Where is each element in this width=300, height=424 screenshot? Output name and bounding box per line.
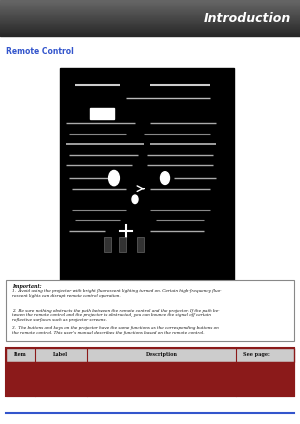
Bar bbox=[0, 1, 300, 2]
Bar bbox=[0, 12, 300, 13]
Circle shape bbox=[160, 172, 169, 184]
Bar bbox=[0, 13, 300, 14]
Bar bbox=[6, 348, 294, 396]
Bar bbox=[90, 108, 114, 119]
Bar bbox=[0, 0, 300, 1]
Text: Description: Description bbox=[146, 352, 178, 357]
Bar bbox=[0, 26, 300, 27]
Bar bbox=[60, 68, 234, 280]
Bar bbox=[0, 30, 300, 31]
Bar bbox=[0, 28, 300, 29]
Bar bbox=[0, 23, 300, 24]
Bar bbox=[0, 2, 300, 3]
Text: Important:: Important: bbox=[12, 284, 41, 289]
Bar bbox=[0, 20, 300, 21]
Bar bbox=[0, 5, 300, 6]
Text: 1.  Avoid using the projector with bright fluorescent lighting turned on. Certai: 1. Avoid using the projector with bright… bbox=[12, 289, 221, 298]
Bar bbox=[6, 379, 294, 396]
Bar bbox=[0, 16, 300, 17]
Bar bbox=[104, 237, 111, 252]
Bar bbox=[119, 237, 126, 252]
Circle shape bbox=[109, 170, 119, 186]
Bar bbox=[0, 21, 300, 22]
Text: Introduction: Introduction bbox=[204, 11, 291, 25]
FancyBboxPatch shape bbox=[6, 280, 294, 341]
Bar bbox=[0, 17, 300, 18]
Bar bbox=[0, 18, 300, 19]
Bar bbox=[0, 3, 300, 5]
Bar bbox=[0, 6, 300, 7]
Bar bbox=[0, 24, 300, 25]
Text: 3.  The buttons and keys on the projector have the same functions as the corresp: 3. The buttons and keys on the projector… bbox=[12, 326, 219, 335]
Bar bbox=[0, 9, 300, 10]
Bar bbox=[0, 33, 300, 34]
Bar bbox=[0, 11, 300, 12]
Bar bbox=[0, 31, 300, 33]
Bar bbox=[0, 15, 300, 16]
Text: 2.  Be sure nothing obstructs the path between the remote control and the projec: 2. Be sure nothing obstructs the path be… bbox=[12, 309, 220, 322]
Bar bbox=[0, 27, 300, 28]
Text: Item: Item bbox=[14, 352, 27, 357]
Bar bbox=[0, 29, 300, 30]
Bar bbox=[0, 22, 300, 23]
Bar bbox=[0, 10, 300, 11]
Bar bbox=[0, 7, 300, 8]
Circle shape bbox=[132, 195, 138, 204]
Text: Label: Label bbox=[53, 352, 68, 357]
Bar bbox=[137, 237, 144, 252]
Text: See page:: See page: bbox=[243, 352, 270, 357]
Bar bbox=[0, 14, 300, 15]
Bar bbox=[0, 34, 300, 35]
Bar bbox=[0, 35, 300, 36]
Bar bbox=[0, 25, 300, 26]
Bar bbox=[0, 8, 300, 9]
Text: Remote Control: Remote Control bbox=[6, 47, 74, 56]
Bar bbox=[0, 19, 300, 20]
Bar bbox=[6, 348, 294, 362]
Bar bbox=[6, 362, 294, 379]
